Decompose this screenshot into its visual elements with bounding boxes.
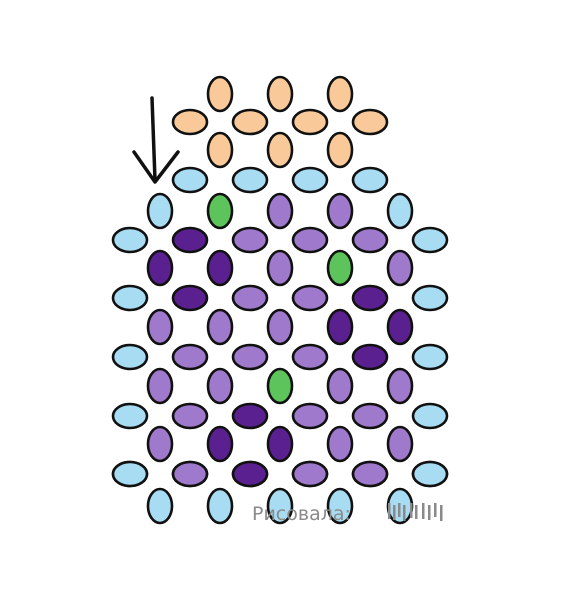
bead-lavender-vertical — [146, 425, 174, 463]
bead-light-blue-horizontal — [111, 226, 149, 254]
bead-lavender-horizontal — [171, 460, 209, 488]
signature-stroke — [388, 503, 391, 519]
bead-dark-purple-vertical — [386, 308, 414, 346]
bead-lavender-vertical — [146, 308, 174, 346]
arrow-head — [132, 150, 180, 184]
bead-lavender-horizontal — [291, 460, 329, 488]
bead-dark-purple-vertical — [326, 308, 354, 346]
bead-lavender-horizontal — [291, 343, 329, 371]
bead-lavender-horizontal — [171, 343, 209, 371]
bead-green-vertical — [206, 192, 234, 230]
bead-lavender-horizontal — [171, 402, 209, 430]
bead-light-blue-horizontal — [351, 166, 389, 194]
signature-stroke — [422, 503, 425, 519]
bead-lavender-horizontal — [351, 402, 389, 430]
bead-green-vertical — [326, 249, 354, 287]
bead-dark-purple-horizontal — [351, 284, 389, 312]
bead-lavender-horizontal — [291, 226, 329, 254]
bead-peach-vertical — [326, 75, 354, 113]
watermark: Рисовала: — [252, 503, 443, 525]
signature-stroke — [393, 505, 396, 520]
bead-lavender-horizontal — [291, 284, 329, 312]
bead-light-blue-horizontal — [111, 343, 149, 371]
bead-lavender-horizontal — [351, 460, 389, 488]
bead-lavender-vertical — [146, 367, 174, 405]
bead-dark-purple-horizontal — [171, 284, 209, 312]
bead-lavender-vertical — [206, 367, 234, 405]
bead-peach-vertical — [266, 75, 294, 113]
bead-peach-horizontal — [171, 108, 209, 136]
signature-stroke — [415, 505, 418, 519]
arrow-shaft — [150, 96, 157, 182]
bead-dark-purple-vertical — [146, 249, 174, 287]
down-arrow-icon — [132, 96, 180, 184]
bead-peach-horizontal — [291, 108, 329, 136]
signature-stroke — [434, 503, 437, 517]
bead-peach-vertical — [326, 131, 354, 169]
bead-dark-purple-horizontal — [231, 402, 269, 430]
beads-layer — [111, 75, 449, 525]
bead-dark-purple-horizontal — [351, 343, 389, 371]
bead-light-blue-horizontal — [411, 460, 449, 488]
bead-light-blue-horizontal — [231, 166, 269, 194]
bead-lavender-vertical — [266, 249, 294, 287]
bead-dark-purple-horizontal — [231, 460, 269, 488]
bead-lavender-vertical — [266, 192, 294, 230]
bead-peach-vertical — [206, 75, 234, 113]
bead-lavender-horizontal — [231, 284, 269, 312]
bead-peach-horizontal — [351, 108, 389, 136]
bead-light-blue-horizontal — [111, 402, 149, 430]
bead-lavender-horizontal — [231, 226, 269, 254]
bead-lavender-vertical — [326, 192, 354, 230]
bead-light-blue-horizontal — [111, 284, 149, 312]
bead-light-blue-vertical — [206, 487, 234, 525]
signature-stroke — [428, 505, 431, 520]
bead-light-blue-vertical — [266, 487, 294, 525]
bead-light-blue-horizontal — [171, 166, 209, 194]
bead-peach-vertical — [206, 131, 234, 169]
bead-light-blue-horizontal — [111, 460, 149, 488]
bead-peach-horizontal — [231, 108, 269, 136]
bead-lavender-horizontal — [351, 226, 389, 254]
bead-light-blue-horizontal — [411, 284, 449, 312]
bead-lavender-vertical — [326, 425, 354, 463]
bead-lavender-horizontal — [231, 343, 269, 371]
bead-dark-purple-horizontal — [171, 226, 209, 254]
bead-dark-purple-vertical — [206, 249, 234, 287]
bead-light-blue-horizontal — [291, 166, 329, 194]
bead-light-blue-horizontal — [411, 402, 449, 430]
watermark-text: Рисовала: — [252, 503, 351, 525]
bead-lavender-horizontal — [291, 402, 329, 430]
bead-light-blue-horizontal — [411, 226, 449, 254]
bead-lavender-vertical — [266, 308, 294, 346]
signature-stroke — [403, 505, 406, 521]
bead-lavender-vertical — [386, 367, 414, 405]
signature-stroke — [440, 505, 443, 521]
bead-light-blue-horizontal — [411, 343, 449, 371]
bead-light-blue-vertical — [146, 487, 174, 525]
bead-lavender-vertical — [326, 367, 354, 405]
bead-light-blue-vertical — [146, 192, 174, 230]
bead-peach-vertical — [266, 131, 294, 169]
watermark-signature-icon — [388, 503, 443, 521]
bead-lavender-vertical — [386, 249, 414, 287]
signature-stroke — [410, 503, 413, 518]
bead-light-blue-vertical — [326, 487, 354, 525]
bead-green-vertical — [266, 367, 294, 405]
bead-dark-purple-vertical — [206, 425, 234, 463]
bead-lavender-vertical — [386, 425, 414, 463]
bead-lavender-vertical — [206, 308, 234, 346]
bead-light-blue-vertical — [386, 192, 414, 230]
signature-stroke — [398, 503, 401, 517]
bead-dark-purple-vertical — [266, 425, 294, 463]
